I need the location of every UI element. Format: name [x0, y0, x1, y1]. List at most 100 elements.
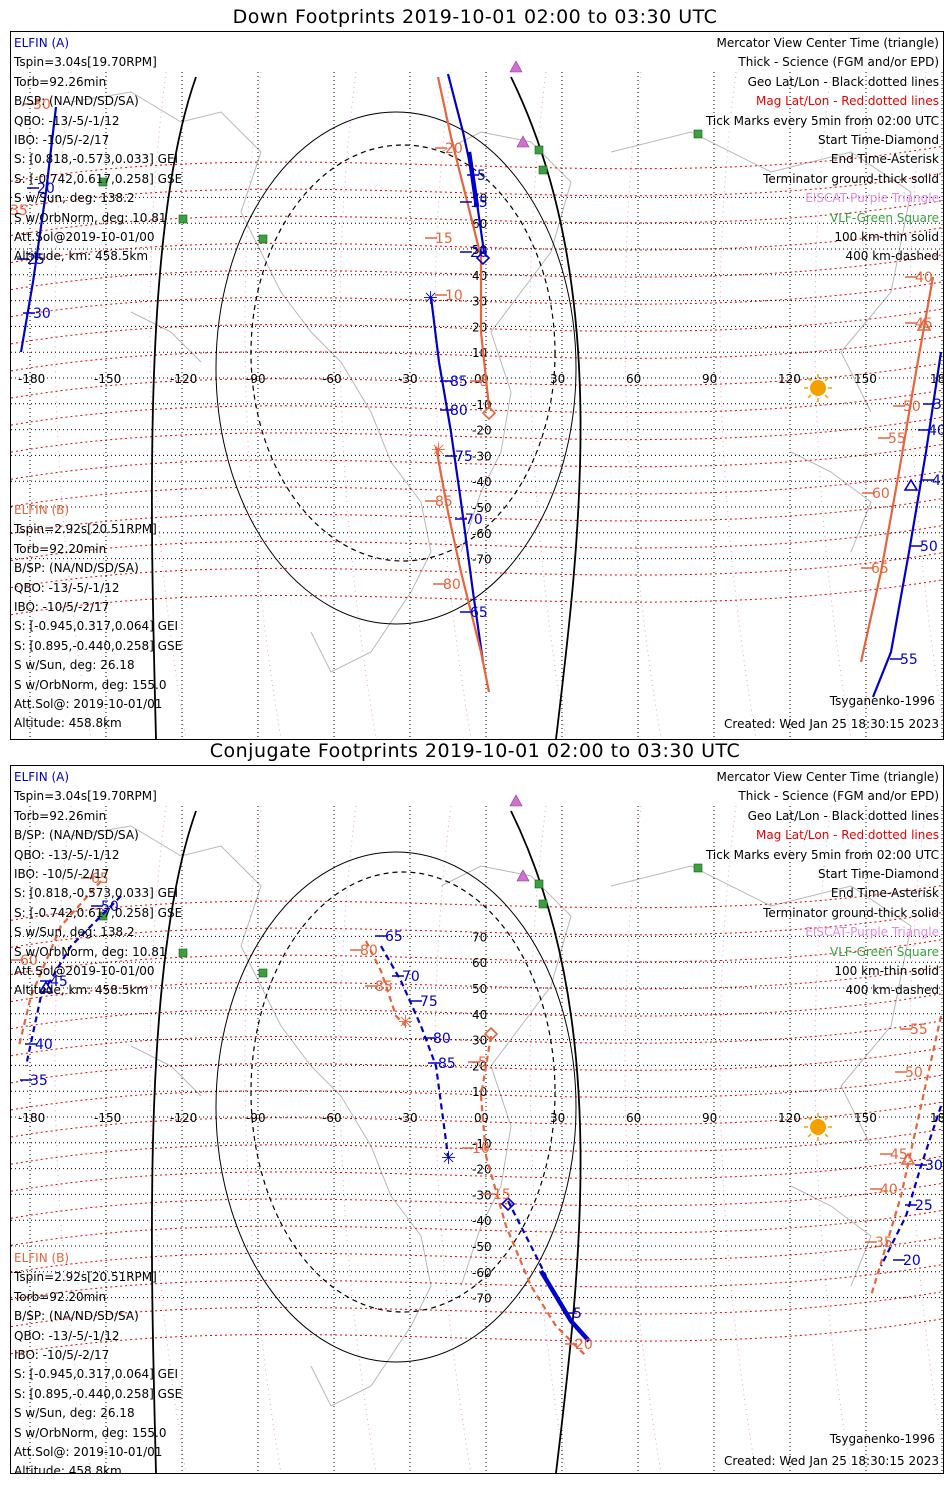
legend-vlf: VLF-Green Square — [830, 944, 939, 959]
mag-meridian — [719, 71, 757, 739]
track-tick-label: 20 — [470, 245, 488, 261]
legend-400km: 400 km-dashed — [845, 983, 939, 998]
lat-tick-label: 0 — [481, 1111, 489, 1125]
legend-geo: Geo Lat/Lon - Black dotted lines — [747, 808, 939, 823]
track-tick-label: 70 — [465, 512, 483, 528]
mag-latitude-line — [11, 1209, 943, 1246]
legend-vlf: VLF-Green Square — [830, 210, 939, 225]
info-line: S w/OrbNorm, deg: 10.81 — [14, 944, 167, 959]
track-tick-label: 75 — [455, 449, 473, 465]
elfin-b-header: ELFIN (B) — [14, 503, 70, 517]
lat-tick-label: -60 — [472, 527, 492, 541]
mag-latitude-line — [11, 362, 943, 399]
track-tick-label: 5 — [480, 374, 489, 390]
info-line: Torb=92.20min — [14, 1289, 107, 1304]
coastline — [790, 1185, 872, 1287]
lon-tick-label: 60 — [626, 1111, 641, 1125]
400km-ring — [250, 144, 556, 562]
coastline — [440, 865, 572, 1287]
legend-terminator: Terminator ground-thick solid — [763, 171, 939, 186]
coastline — [610, 865, 912, 1147]
info-line: Altitude, km: 458.5km — [14, 249, 149, 264]
legend-400km: 400 km-dashed — [845, 249, 939, 264]
info-line: Att.Sol@2019-10-01/00 — [14, 963, 155, 978]
info-line: S: [0.818,-0.573,0.033] GEI — [14, 886, 179, 901]
lat-tick-label: 30 — [472, 295, 487, 309]
mag-latitude-line — [11, 525, 943, 562]
track-tick-label: 5 — [478, 1055, 487, 1071]
map-canvas: -180-150-120-90-60-300306090120150180706… — [11, 794, 943, 1473]
info-line: QBO: -13/-5/-1/12 — [14, 113, 120, 128]
lat-tick-label: 0 — [481, 372, 489, 386]
lat-tick-label: -10 — [472, 1137, 492, 1151]
mag-latitude-line — [11, 911, 943, 948]
track-tick-label: 65 — [385, 929, 403, 945]
sun-ray — [824, 1133, 829, 1138]
track-tick-label: 20 — [37, 181, 55, 197]
view-center-triangle-icon — [38, 980, 54, 993]
elfin-a-track — [19, 106, 58, 353]
legend-100km: 100 km-thin solid — [834, 229, 939, 244]
eiscat-triangle-icon — [509, 794, 523, 807]
info-line: IBO: -10/5/-2/17 — [14, 132, 110, 147]
lon-tick-label: 120 — [778, 372, 801, 386]
info-line: S w/Sun, deg: 26.18 — [14, 1406, 135, 1421]
terminator-line — [510, 76, 582, 739]
mag-meridian — [624, 71, 662, 739]
elfin-b-header: ELFIN (B) — [14, 1251, 70, 1265]
elfin-a-track — [880, 1105, 943, 1267]
lon-tick-label: -30 — [398, 372, 418, 386]
track-tick-label: 55 — [888, 431, 906, 447]
track-tick-label: 15 — [435, 231, 453, 247]
sun-ray — [807, 377, 812, 382]
map-panel-down: -180-150-120-90-60-300306090120150180706… — [10, 31, 944, 740]
info-line: IBO: -10/5/-2/17 — [14, 599, 110, 614]
track-tick-label: 50 — [905, 1065, 923, 1081]
info-line: S w/Sun, deg: 138.2 — [14, 925, 135, 940]
elfin-b-info: ELFIN (B) Tspin=2.92s[20.51RPM] Torb=92.… — [14, 1249, 182, 1473]
lon-tick-label: 90 — [702, 1111, 717, 1125]
lat-tick-label: 20 — [472, 320, 487, 334]
coastline — [610, 131, 912, 413]
terminator-line — [151, 76, 197, 739]
info-line: S: [-0.945,0.317,0.064] GEI — [14, 1367, 179, 1382]
track-tick-label: 85 — [450, 374, 468, 390]
coastline — [790, 451, 872, 553]
lon-tick-label: 120 — [778, 1111, 801, 1125]
lat-tick-label: 60 — [472, 956, 487, 970]
info-line: S w/OrbNorm, deg: 155.0 — [14, 1425, 167, 1440]
view-center-triangle-icon — [916, 318, 932, 331]
info-line: Tspin=3.04s[19.70RPM] — [14, 55, 157, 70]
sun-ray — [807, 1133, 812, 1138]
info-line: S: [0.818,-0.573,0.033] GEI — [14, 152, 179, 167]
track-tick-label: 75 — [420, 994, 438, 1010]
mag-latitude-line — [11, 1155, 943, 1192]
legend-start: Start Time-Diamond — [817, 866, 939, 881]
track-tick-label: 30 — [33, 306, 51, 322]
lon-tick-label: -30 — [398, 1111, 418, 1125]
mag-latitude-line — [11, 335, 943, 372]
elfin-a-info: ELFIN (A) Tspin=3.04s[19.70RPM] Torb=92.… — [14, 34, 182, 267]
legend-end: End Time-Asterisk — [830, 152, 939, 167]
info-line: S: [-0.945,0.317,0.064] GEI — [14, 619, 179, 634]
track-tick-label: 25 — [915, 1198, 933, 1214]
mag-latitude-line — [11, 443, 943, 480]
lat-tick-label: -70 — [472, 553, 492, 567]
mag-latitude-line — [11, 966, 943, 1003]
track-tick-label: 65 — [470, 605, 488, 621]
lon-tick-label: -120 — [170, 1111, 197, 1125]
start-diamond-icon — [500, 1196, 516, 1212]
vlf-square-icon — [538, 165, 548, 175]
elfin-a-header: ELFIN (A) — [14, 770, 70, 784]
info-line: QBO: -13/-5/-1/12 — [14, 847, 120, 862]
track-tick-label: 60 — [872, 486, 890, 502]
legend-mag: Mag Lat/Lon - Red dotted lines — [755, 94, 939, 109]
mag-latitude-line — [11, 993, 943, 1030]
info-line: Altitude, km: 458.5km — [14, 983, 149, 998]
track-tick-label: 40 — [928, 423, 943, 439]
track-tick-label: 35 — [30, 1073, 48, 1089]
mag-latitude-line — [11, 938, 943, 975]
end-asterisk-icon: ✳ — [441, 1148, 456, 1169]
track-tick-label: 45 — [915, 316, 933, 332]
lat-tick-label: -50 — [472, 501, 492, 515]
